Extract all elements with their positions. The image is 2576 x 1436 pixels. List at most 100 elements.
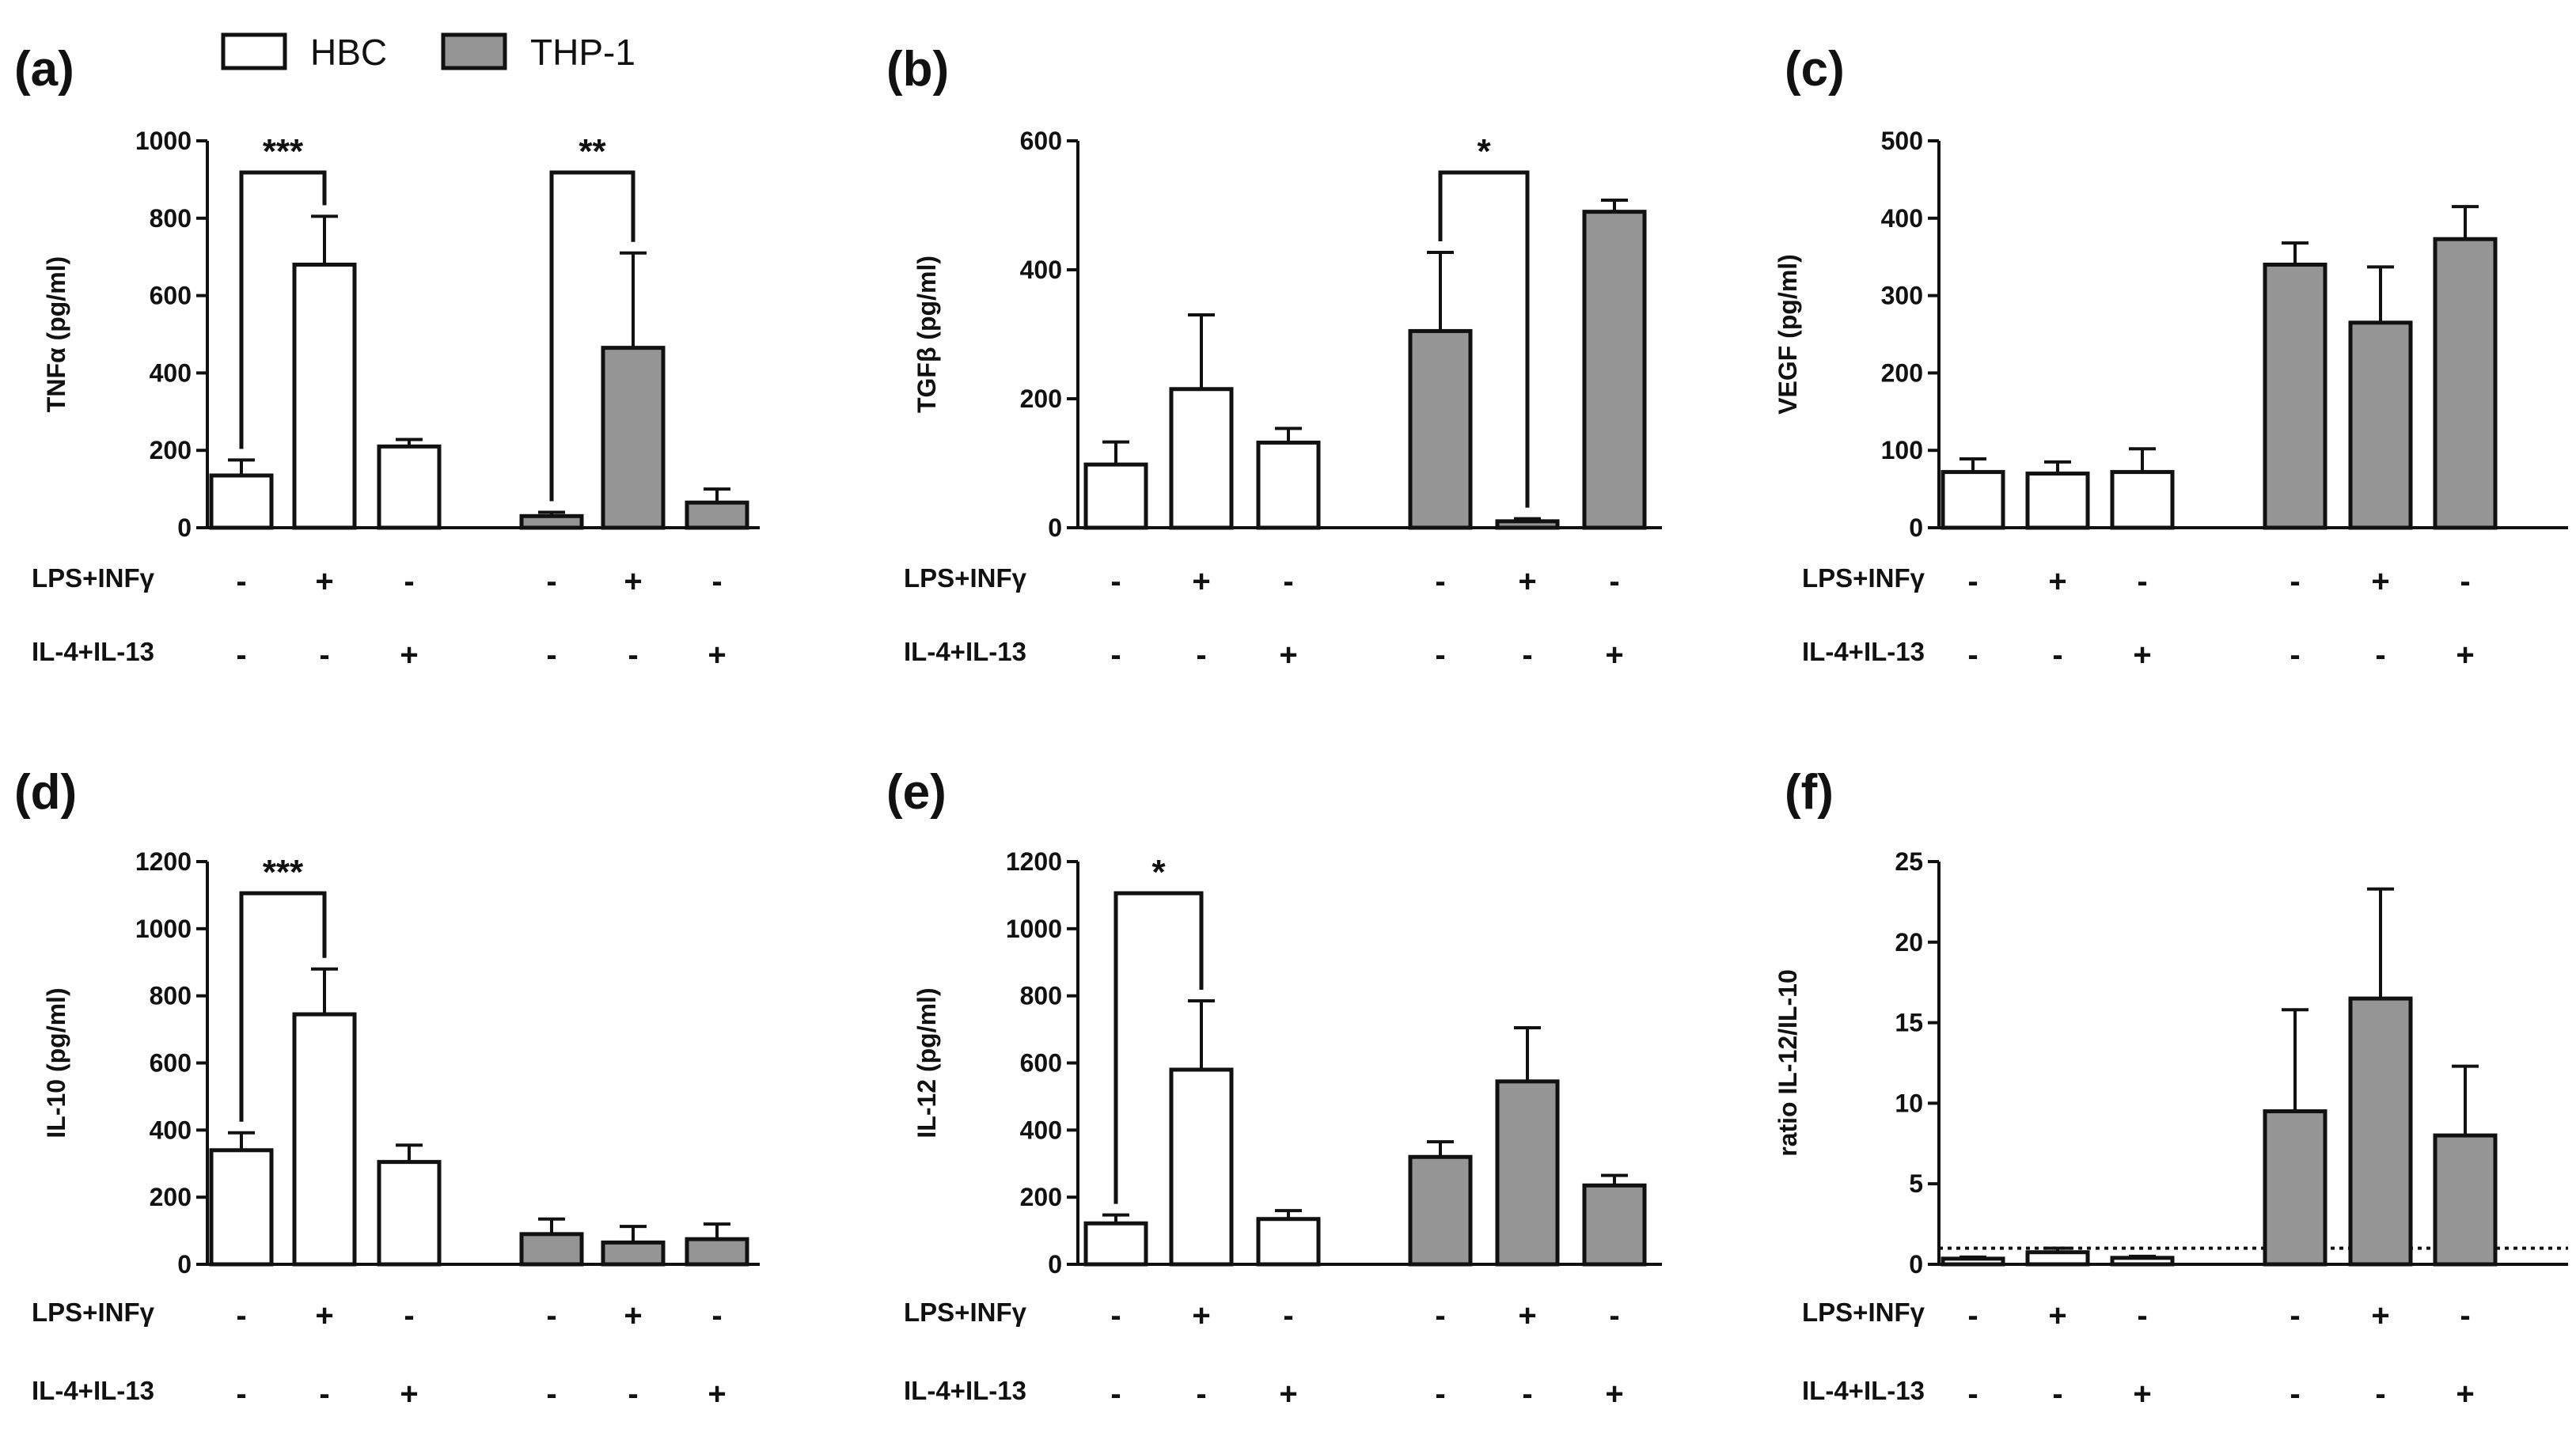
row-label-il4: IL-4+IL-13 xyxy=(1802,637,1925,666)
y-tick-label: 600 xyxy=(1020,1049,1062,1078)
y-tick-label: 500 xyxy=(1881,127,1923,155)
row-label-lps: LPS+INFγ xyxy=(1802,1298,1925,1327)
treatment-sign: - xyxy=(1967,1377,1978,1411)
treatment-sign: - xyxy=(2052,1377,2062,1411)
treatment-sign: - xyxy=(2137,564,2147,599)
treatment-sign: - xyxy=(628,1377,638,1411)
treatment-sign: + xyxy=(2456,638,2474,673)
y-tick-label: 200 xyxy=(150,1183,192,1211)
panel-label: (d) xyxy=(14,765,77,820)
y-tick-label: 0 xyxy=(1048,1250,1062,1279)
treatment-sign: - xyxy=(1967,638,1978,673)
bar xyxy=(2025,472,2090,530)
treatment-sign: + xyxy=(1518,564,1536,599)
y-axis-title: TGFβ (pg/ml) xyxy=(912,256,941,413)
y-tick-label: 600 xyxy=(150,282,192,310)
treatment-sign: - xyxy=(1967,564,1978,599)
y-tick-label: 200 xyxy=(1020,385,1062,413)
treatment-sign: + xyxy=(708,1377,726,1411)
treatment-sign: - xyxy=(2052,638,2062,673)
legend-label-hbc: HBC xyxy=(310,32,387,73)
row-label-lps: LPS+INFγ xyxy=(32,1298,155,1327)
y-tick-label: 25 xyxy=(1895,847,1923,876)
treatment-sign: - xyxy=(546,564,556,599)
panel-label: (e) xyxy=(886,765,947,820)
bar xyxy=(1169,1067,1234,1267)
bar xyxy=(1941,470,2005,530)
bar xyxy=(209,1148,274,1267)
treatment-sign: - xyxy=(2137,1298,2147,1333)
treatment-sign: - xyxy=(236,1377,246,1411)
bar xyxy=(1582,210,1647,530)
row-label-il4: IL-4+IL-13 xyxy=(904,637,1026,666)
bar xyxy=(292,262,357,530)
treatment-sign: - xyxy=(2375,638,2385,673)
y-axis-title: IL-10 (pg/ml) xyxy=(42,987,70,1138)
chart-panel-c: (c) 0 100 200 300 400 500 VEGF (pg/ml) LPS+INFγ I… xyxy=(1774,42,2568,673)
significance-label: * xyxy=(1151,853,1166,892)
bar xyxy=(1256,440,1321,530)
treatment-sign: - xyxy=(2290,564,2300,599)
treatment-sign: - xyxy=(628,638,638,673)
treatment-sign: + xyxy=(1279,638,1297,673)
treatment-sign: - xyxy=(1609,1298,1619,1333)
legend-swatch-hbc xyxy=(221,32,287,70)
treatment-sign: + xyxy=(2133,638,2151,673)
row-label-lps: LPS+INFγ xyxy=(32,563,155,593)
y-tick-label: 1000 xyxy=(135,915,192,943)
y-tick-label: 100 xyxy=(1881,436,1923,464)
bar xyxy=(1408,328,1473,530)
bar xyxy=(1256,1217,1321,1267)
treatment-sign: + xyxy=(2048,1298,2066,1333)
treatment-sign: - xyxy=(1283,1298,1293,1333)
bar xyxy=(1941,1256,2005,1267)
treatment-sign: + xyxy=(2133,1377,2151,1411)
bar xyxy=(1083,462,1148,530)
chart-panel-b: (b) 0 200 400 600 TGFβ (pg/ml) * LPS+INFγ IL-4+I… xyxy=(886,42,1662,673)
legend-label-thp1: THP-1 xyxy=(530,32,635,73)
y-axis-title: ratio IL-12/IL-10 xyxy=(1774,969,1802,1157)
treatment-sign: - xyxy=(2375,1377,2385,1411)
bar xyxy=(2110,1256,2175,1267)
bar xyxy=(377,444,442,530)
treatment-sign: + xyxy=(2048,564,2066,599)
bar xyxy=(601,346,666,530)
treatment-sign: - xyxy=(1110,1298,1121,1333)
bar xyxy=(2025,1250,2090,1267)
treatment-sign: - xyxy=(546,1298,556,1333)
treatment-sign: - xyxy=(319,1377,329,1411)
treatment-sign: + xyxy=(1518,1298,1536,1333)
y-tick-label: 800 xyxy=(150,982,192,1010)
significance-bracket xyxy=(239,891,327,1122)
treatment-sign: + xyxy=(315,1298,333,1333)
y-tick-label: 20 xyxy=(1895,928,1923,957)
treatment-sign: - xyxy=(319,638,329,673)
treatment-sign: - xyxy=(546,1377,556,1411)
row-label-lps: LPS+INFγ xyxy=(904,1298,1027,1327)
significance-bracket xyxy=(1113,891,1204,1204)
treatment-sign: - xyxy=(1110,564,1121,599)
bar xyxy=(2263,1109,2328,1267)
y-tick-label: 400 xyxy=(1881,204,1923,233)
bar xyxy=(1083,1221,1148,1267)
y-tick-label: 1200 xyxy=(135,847,192,876)
treatment-sign: - xyxy=(1110,638,1121,673)
y-tick-label: 0 xyxy=(1048,513,1062,542)
treatment-sign: + xyxy=(315,564,333,599)
treatment-sign: + xyxy=(1192,564,1210,599)
row-label-lps: LPS+INFγ xyxy=(904,563,1027,593)
y-tick-label: 800 xyxy=(150,204,192,233)
treatment-sign: - xyxy=(1283,564,1293,599)
bar xyxy=(1408,1154,1473,1267)
treatment-sign: - xyxy=(236,1298,246,1333)
y-tick-label: 0 xyxy=(1909,513,1923,542)
y-tick-label: 10 xyxy=(1895,1089,1923,1117)
treatment-sign: - xyxy=(404,564,414,599)
treatment-sign: - xyxy=(236,564,246,599)
treatment-sign: - xyxy=(1435,1298,1445,1333)
treatment-sign: - xyxy=(1435,1377,1445,1411)
bar xyxy=(1169,387,1234,530)
treatment-sign: - xyxy=(711,564,722,599)
bar xyxy=(2110,470,2175,530)
